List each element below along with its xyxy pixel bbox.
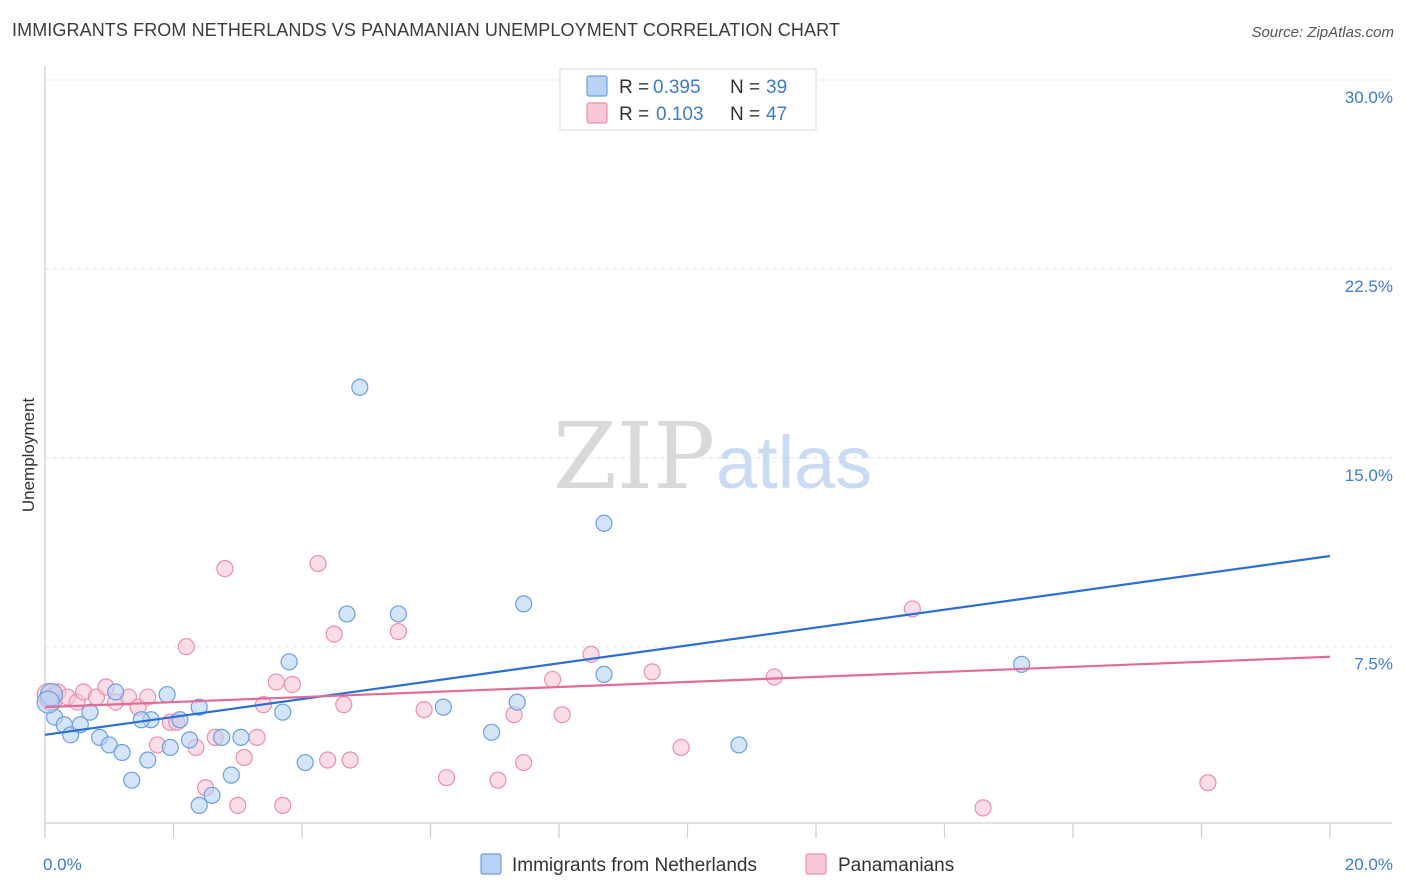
trend-lines	[44, 554, 1331, 736]
pink-point-33	[415, 701, 433, 719]
pink-point-46	[1199, 774, 1217, 792]
legend-n-value-2: 47	[766, 104, 787, 125]
correlation-legend: R = 0.395 N = 39 R = 0.103 N = 47	[559, 68, 817, 131]
pink-point-11	[139, 688, 157, 706]
blue-point-17	[190, 698, 208, 716]
legend-r-label-2: R =	[619, 104, 649, 125]
blue-point-35	[730, 736, 748, 754]
blue-point-5	[81, 703, 99, 721]
blue-point-23	[274, 703, 292, 721]
pink-point-22	[248, 728, 266, 746]
watermark-zip: ZIP	[553, 403, 715, 510]
panamanians-points	[36, 554, 1217, 817]
pink-point-25	[274, 796, 292, 814]
blue-point-22	[232, 728, 250, 746]
chart-title: IMMIGRANTS FROM NETHERLANDS VS PANAMANIA…	[12, 20, 840, 40]
pink-point-31	[341, 751, 359, 769]
pink-point-19	[216, 560, 234, 578]
series-legend: Immigrants from Netherlands Panamanians	[480, 853, 954, 876]
blue-point-7	[100, 736, 118, 754]
pink-point-45	[974, 799, 992, 817]
blue-point-31	[508, 693, 526, 711]
legend-n-label-2: N =	[730, 104, 760, 125]
pink-point-39	[553, 706, 571, 724]
pink-point-41	[643, 663, 661, 681]
pink-point-20	[229, 796, 247, 814]
x-tick-label-0: 0.0%	[43, 855, 82, 874]
pink-point-27	[309, 554, 327, 573]
pink-point-21	[235, 748, 253, 767]
blue-point-32	[515, 595, 533, 613]
pink-point-24	[267, 673, 285, 691]
legend-n-label-1: N =	[730, 77, 760, 98]
blue-point-9	[113, 743, 131, 762]
blue-point-25	[296, 753, 314, 772]
blue-point-27	[351, 378, 369, 396]
pink-point-42	[672, 738, 690, 757]
grid	[45, 79, 1392, 648]
tick-labels: 7.5% 15.0% 22.5% 30.0% 0.0% 20.0%	[43, 88, 1393, 874]
blue-trend-line	[44, 554, 1331, 736]
pink-point-15	[177, 638, 195, 656]
blue-point-20	[213, 728, 231, 746]
blue-point-30	[482, 723, 501, 741]
y-tick-label-2: 22.5%	[1345, 277, 1393, 296]
pink-point-26	[283, 675, 301, 694]
source-label: Source: ZipAtlas.com	[1251, 24, 1394, 41]
legend-swatch-pink	[586, 102, 608, 124]
blue-point-11	[139, 751, 157, 769]
legend-swatch-blue	[586, 75, 608, 97]
pink-point-43	[765, 668, 783, 686]
blue-point-19	[203, 786, 221, 804]
watermark-atlas: atlas	[716, 421, 872, 504]
blue-point-16	[180, 731, 199, 749]
blue-point-14	[161, 738, 179, 757]
y-tick-label-0: 7.5%	[1354, 655, 1393, 674]
bottom-legend-netherlands: Immigrants from Netherlands	[512, 855, 757, 876]
y-axis-label: Unemployment	[19, 398, 38, 513]
blue-point-29	[434, 698, 452, 716]
blue-point-13	[158, 685, 176, 704]
blue-point-10	[123, 771, 141, 789]
blue-point-8	[107, 683, 125, 701]
blue-point-18	[190, 796, 208, 814]
pink-point-32	[389, 622, 407, 641]
blue-point-37	[36, 690, 60, 714]
pink-point-30	[335, 696, 353, 714]
pink-point-29	[325, 625, 343, 643]
blue-point-15	[171, 711, 189, 729]
blue-point-33	[595, 514, 613, 532]
pink-point-35	[489, 771, 507, 789]
pink-point-38	[543, 670, 562, 689]
blue-point-21	[222, 766, 240, 784]
pink-point-34	[437, 769, 456, 787]
pink-trend-line	[44, 655, 1331, 709]
blue-point-26	[338, 605, 356, 623]
bottom-legend-panamanians: Panamanians	[838, 855, 954, 876]
legend-r-value-1: 0.395	[653, 77, 701, 98]
bottom-swatch-pink	[805, 853, 827, 875]
pink-point-28	[319, 751, 337, 769]
legend-r-value-2: 0.103	[656, 104, 704, 125]
netherlands-points	[36, 378, 1031, 814]
y-tick-label-3: 30.0%	[1345, 88, 1393, 107]
y-tick-label-1: 15.0%	[1345, 466, 1393, 485]
blue-point-28	[389, 605, 407, 623]
pink-point-37	[515, 753, 533, 772]
x-tick-label-1: 20.0%	[1345, 855, 1393, 874]
bottom-swatch-blue	[480, 853, 502, 875]
blue-point-24	[280, 653, 298, 671]
legend-r-label-1: R =	[619, 77, 649, 98]
blue-point-34	[595, 665, 613, 684]
legend-n-value-1: 39	[766, 77, 787, 98]
